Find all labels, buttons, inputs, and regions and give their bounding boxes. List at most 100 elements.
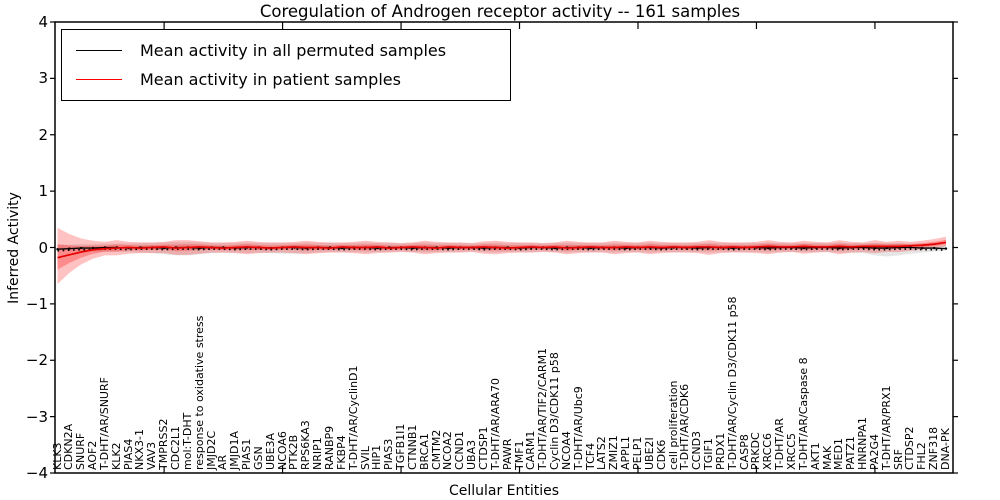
marker-dot [885,246,888,250]
y-tick-label: −1 [25,294,48,313]
x-tick-label: PRDX1 [713,432,727,470]
permuted-band [57,241,946,257]
x-tick-label: UBE2I [642,437,656,470]
x-tick-label: T-DHT/AR/Caspase 8 [796,357,810,470]
legend-label-patient: Mean activity in patient samples [140,70,401,90]
x-tick-label: AR [216,454,230,470]
x-tick-label: CTDSP2 [903,426,917,470]
legend-label-permuted: Mean activity in all permuted samples [140,40,447,60]
marker-dot [767,246,770,250]
x-tick-label: BRCA1 [417,433,431,470]
y-tick-label: 4 [38,13,48,31]
x-tick-label: T-DHT/AR [773,417,787,470]
marker-dot [838,246,841,250]
x-tick-label: response to oxidative stress [192,315,206,470]
x-tick-label: T-DHT/AR/Cyclin D3/CDK11 p58 [725,296,739,470]
x-tick-label: KLK3 [50,442,64,470]
x-tick-label: HIP1 [370,444,384,470]
x-tick-label: CDKN2A [62,423,76,470]
x-tick-label: VAV3 [145,441,159,470]
x-tick-label: SNURF [74,432,88,470]
marker-dot [921,246,924,250]
x-tick-label: PATZ1 [844,436,858,470]
marker-dot [873,246,877,250]
x-tick-label: T-DHT/AR/Ubc9 [571,386,585,470]
x-tick-label: DNA-PK [939,428,952,470]
x-tick-label: APPL1 [619,436,633,470]
marker-dot [802,246,806,250]
marker-dot [79,246,83,250]
x-tick-label: UBA3 [465,439,479,470]
x-tick-label: CDK6 [654,439,668,470]
x-tick-label: PELP1 [630,436,644,470]
x-tick-label: Cyclin D3/CDK11 p58 [548,352,562,470]
x-tick-label: TGIF1 [702,438,716,470]
legend-item-permuted: Mean activity in all permuted samples [62,41,510,60]
x-axis-label: Cellular Entities [448,483,560,499]
x-tick-label: PAWR [500,438,514,470]
marker-dot [932,246,936,250]
x-tick-label: FKBP4 [334,435,348,470]
black-line-swatch [76,49,122,51]
x-tick-label: T-DHT/AR/PRX1 [879,385,893,470]
x-tick-label: ZMIZ1 [607,435,621,470]
x-tick-label: CASP8 [737,434,751,470]
x-tick-label: CMTM2 [429,429,443,470]
x-tick-label: NKX3-1 [133,429,147,470]
red-line-swatch [76,79,122,81]
chart-title: Coregulation of Androgen receptor activi… [259,2,741,21]
x-tick-label: RANBP9 [322,425,336,470]
x-tick-label: PA2G4 [867,434,881,470]
x-tick-label: NCOA2 [441,431,455,470]
x-tick-label: NCOA6 [275,431,289,470]
x-tick-label: NRIP1 [311,437,325,470]
y-tick-label: −3 [25,407,48,426]
marker-dot [68,247,71,250]
marker-dot [944,247,948,250]
x-tick-label: T-DHT/AR/SNURF [97,377,111,470]
x-tick-label: JMJD2C [204,430,218,470]
y-tick-label: −4 [25,464,48,482]
x-tick-label: MAK [820,445,834,470]
x-tick-label: PIAS1 [240,438,254,470]
x-tick-label: KLK2 [109,442,123,470]
x-tick-label: XRCC5 [784,433,798,470]
patient-mean-line [57,241,947,259]
x-tick-label: FHL2 [915,442,929,470]
x-tick-label: NCOA4 [559,431,573,470]
patient-band-outer [57,227,946,285]
x-tick-label: AOF2 [86,440,100,470]
x-tick-label: MED1 [832,438,846,470]
x-tick-label: T-DHT/AR/CyclinD1 [346,365,360,470]
y-tick-label: −2 [25,351,48,370]
x-tick-label: PIAS3 [382,438,396,470]
marker-dot [91,246,95,250]
x-tick-label: TMF1 [512,440,526,470]
x-tick-label: TCF4 [583,442,597,470]
x-tick-label: UBE3A [263,432,277,470]
x-tick-label: T-DHT/AR/TIF2/CARM1 [536,347,550,470]
x-tick-label: LATS2 [595,436,609,470]
x-tick-label: CCND3 [690,430,704,470]
y-tick-label: 2 [38,125,48,144]
x-tick-label: AKT1 [808,442,822,470]
x-tick-label: TMPRSS2 [157,418,171,470]
y-tick-label: 0 [38,238,48,257]
x-tick-label: JMJD1A [228,431,242,470]
x-tick-label: RPS6KA3 [299,420,313,470]
y-tick-label: 1 [38,182,48,201]
x-tick-label: CTDSP1 [476,426,490,470]
marker-dot [909,246,912,249]
x-tick-label: CARM1 [524,430,538,470]
x-tick-label: CCND1 [453,430,467,470]
x-tick-label: SRF [891,449,905,470]
legend-item-patient: Mean activity in patient samples [62,70,510,89]
x-tick-label: T-DHT/AR/ARA70 [488,378,502,470]
x-tick-label: XRCC6 [761,433,775,470]
marker-dot [56,247,59,251]
x-tick-label: ZNF318 [927,426,941,470]
x-tick-label: mol:T-DHT [180,412,194,470]
x-tick-label: CTNNB1 [405,424,419,470]
